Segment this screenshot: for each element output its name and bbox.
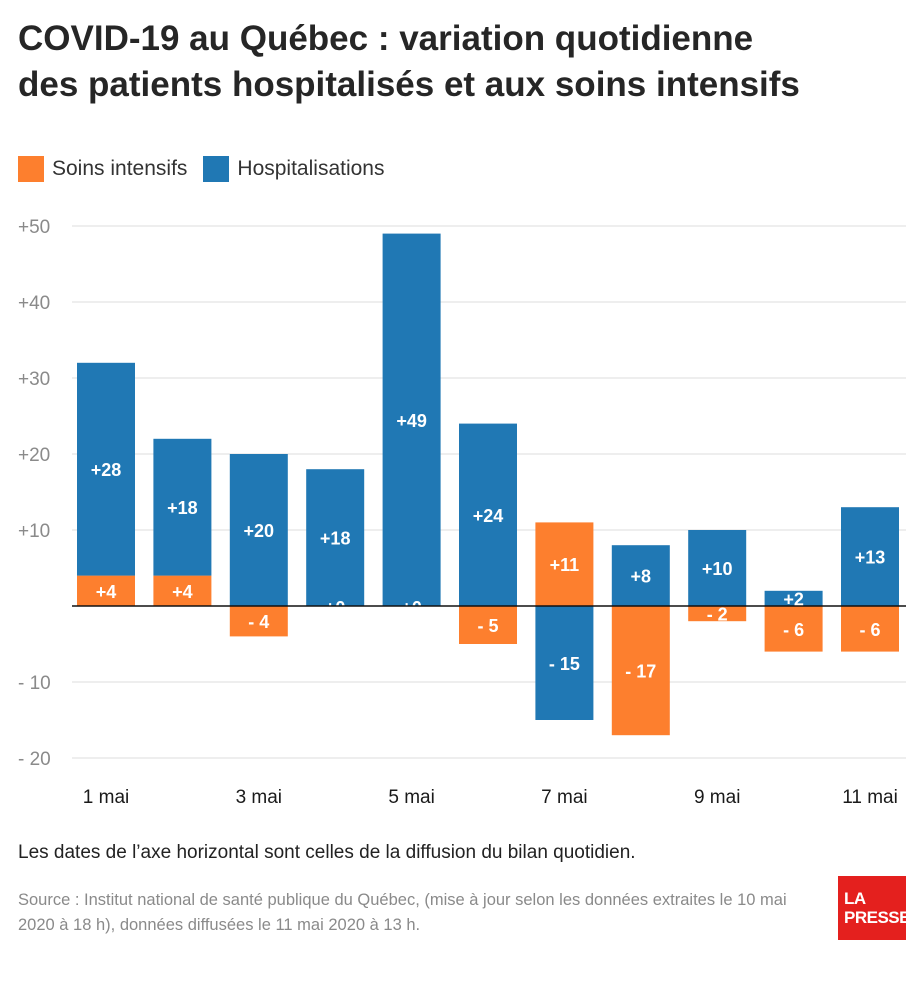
source-line-1: Source : Institut national de santé publ… bbox=[18, 891, 787, 909]
bar-chart: +50 +40 +30 +20 +10 - 10 - 20 +28 +4 1 mai +18 +4 +2… bbox=[18, 217, 906, 808]
legend: Soins intensifs Hospitalisations bbox=[18, 154, 400, 184]
bar-soins-intensifs bbox=[229, 606, 288, 637]
source-line-2: 2020 à 18 h), données diffusées le 11 ma… bbox=[18, 916, 421, 934]
chart-note: Les dates de l’axe horizontal sont celle… bbox=[18, 842, 636, 863]
data-label-hospitalisations: +20 bbox=[244, 521, 275, 541]
legend-swatch-hosp bbox=[203, 156, 230, 182]
x-tick-label: 3 mai bbox=[236, 787, 282, 808]
bar-hospitalisations bbox=[77, 362, 135, 576]
bar-hospitalisations bbox=[764, 590, 823, 606]
x-tick-label: 5 mai bbox=[388, 787, 434, 808]
bar-soins-intensifs bbox=[77, 575, 135, 606]
legend-item-soins: Soins intensifs bbox=[18, 156, 187, 182]
data-label-hospitalisations: +8 bbox=[631, 567, 652, 587]
title-line-2: des patients hospitalisés et aux soins i… bbox=[18, 65, 800, 104]
data-label-soins-intensifs: +4 bbox=[172, 582, 193, 602]
y-tick-label: +10 bbox=[18, 521, 50, 542]
x-tick-label: 9 mai bbox=[694, 787, 740, 808]
bar-soins-intensifs bbox=[459, 606, 517, 644]
data-label-hospitalisations: +18 bbox=[167, 498, 198, 518]
y-tick-label: +40 bbox=[18, 293, 50, 314]
data-label-soins-intensifs: +0 bbox=[401, 598, 422, 618]
bar-soins-intensifs bbox=[688, 606, 747, 622]
data-label-soins-intensifs: +4 bbox=[96, 582, 117, 602]
data-label-soins-intensifs: +0 bbox=[325, 598, 346, 618]
bar-hospitalisations bbox=[229, 454, 288, 606]
data-label-hospitalisations: +28 bbox=[91, 460, 122, 480]
y-tick-label: +30 bbox=[18, 369, 50, 390]
y-tick-label: - 20 bbox=[18, 749, 51, 770]
legend-label-soins: Soins intensifs bbox=[52, 157, 188, 180]
logo-line-2: PRESSE bbox=[844, 908, 910, 927]
data-label-soins-intensifs: - 6 bbox=[783, 620, 804, 640]
data-label-hospitalisations: +10 bbox=[702, 559, 733, 579]
data-label-soins-intensifs: - 5 bbox=[477, 616, 498, 636]
data-label-soins-intensifs: - 6 bbox=[859, 620, 880, 640]
bar-hospitalisations bbox=[382, 233, 441, 606]
bar-soins-intensifs bbox=[841, 606, 899, 652]
bar-hospitalisations bbox=[153, 438, 212, 576]
bar-soins-intensifs bbox=[764, 606, 823, 652]
legend-swatch-soins bbox=[18, 156, 44, 182]
x-tick-label: 1 mai bbox=[83, 787, 129, 808]
bar-soins-intensifs bbox=[611, 606, 670, 736]
x-tick-label: 11 mai bbox=[842, 787, 898, 808]
bar-hospitalisations bbox=[841, 507, 899, 606]
x-tick-label: 7 mai bbox=[541, 787, 587, 808]
chart-title: COVID-19 au Québec : variation quotidien… bbox=[18, 16, 898, 108]
y-tick-label: +50 bbox=[18, 217, 50, 238]
data-label-hospitalisations: +13 bbox=[855, 548, 886, 568]
legend-label-hosp: Hospitalisations bbox=[237, 157, 385, 180]
bar-hospitalisations bbox=[459, 423, 517, 606]
data-label-hospitalisations: +49 bbox=[396, 411, 427, 431]
data-label-hospitalisations: +2 bbox=[783, 589, 804, 609]
data-label-hospitalisations: +24 bbox=[473, 506, 504, 526]
y-tick-label: - 10 bbox=[18, 673, 51, 694]
data-label-hospitalisations: +18 bbox=[320, 529, 351, 549]
bar-hospitalisations bbox=[611, 545, 670, 606]
bar-hospitalisations bbox=[535, 606, 594, 720]
data-label-hospitalisations: - 15 bbox=[549, 654, 580, 674]
la-presse-logo: LA PRESSE bbox=[838, 876, 910, 940]
bar-soins-intensifs bbox=[535, 522, 594, 606]
legend-item-hosp: Hospitalisations bbox=[203, 156, 384, 182]
bar-soins-intensifs bbox=[153, 575, 212, 606]
title-line-1: COVID-19 au Québec : variation quotidien… bbox=[18, 19, 754, 58]
source-text: Source : Institut national de santé publ… bbox=[18, 888, 818, 938]
data-label-soins-intensifs: +11 bbox=[550, 555, 580, 575]
bar-hospitalisations bbox=[306, 469, 365, 606]
data-label-soins-intensifs: - 17 bbox=[625, 662, 656, 682]
data-label-soins-intensifs: - 4 bbox=[248, 612, 269, 632]
bar-hospitalisations bbox=[688, 530, 747, 606]
logo-line-1: LA bbox=[844, 889, 866, 908]
y-tick-label: +20 bbox=[18, 445, 50, 466]
data-label-soins-intensifs: - 2 bbox=[707, 605, 728, 625]
